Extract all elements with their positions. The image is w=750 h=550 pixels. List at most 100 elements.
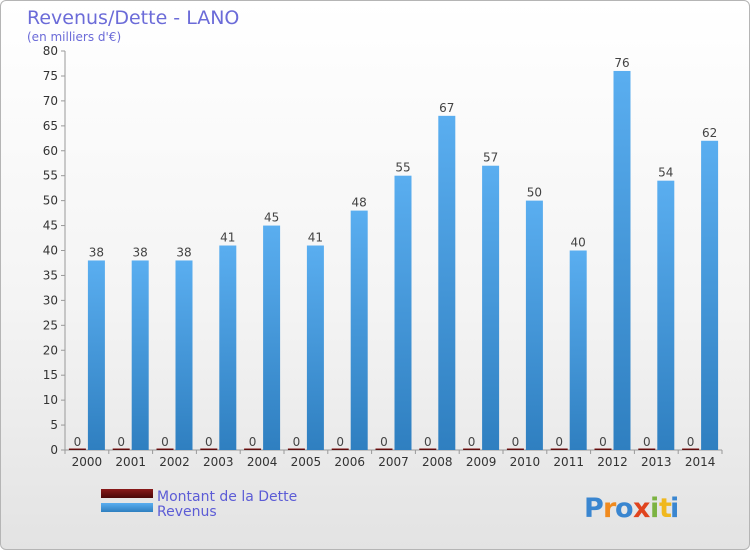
data-label-revenus: 41 bbox=[220, 231, 235, 245]
data-label-dette: 0 bbox=[380, 435, 388, 449]
y-tick-label: 40 bbox=[43, 244, 58, 258]
data-label-revenus: 76 bbox=[614, 56, 629, 70]
data-label-dette: 0 bbox=[205, 435, 213, 449]
x-tick-label: 2007 bbox=[378, 455, 409, 469]
bar-dette bbox=[638, 448, 656, 450]
legend-label-dette: Montant de la Dette bbox=[157, 489, 297, 505]
bar-dette bbox=[331, 448, 349, 450]
legend-swatch-dette bbox=[101, 489, 153, 498]
y-tick-label: 60 bbox=[43, 144, 58, 158]
legend-swatch-revenus bbox=[101, 503, 153, 512]
data-label-dette: 0 bbox=[117, 435, 125, 449]
data-label-revenus: 38 bbox=[176, 245, 191, 259]
y-tick-label: 30 bbox=[43, 293, 58, 307]
bar-revenus bbox=[394, 175, 412, 450]
data-label-dette: 0 bbox=[468, 435, 476, 449]
data-label-revenus: 57 bbox=[483, 151, 498, 165]
x-tick-label: 2011 bbox=[553, 455, 584, 469]
data-label-dette: 0 bbox=[555, 435, 563, 449]
logo-letter: i bbox=[650, 493, 659, 524]
bar-revenus bbox=[657, 180, 675, 451]
data-label-revenus: 48 bbox=[352, 196, 367, 210]
y-tick-label: 10 bbox=[43, 393, 58, 407]
x-tick-label: 2010 bbox=[510, 455, 541, 469]
logo-letter: i bbox=[670, 493, 679, 524]
x-tick-label: 2002 bbox=[159, 455, 190, 469]
x-tick-label: 2003 bbox=[203, 455, 234, 469]
bar-dette bbox=[200, 448, 218, 450]
x-tick-label: 2000 bbox=[72, 455, 103, 469]
bar-dette bbox=[156, 448, 174, 450]
bar-revenus bbox=[263, 225, 281, 450]
bar-dette bbox=[682, 448, 700, 450]
data-label-dette: 0 bbox=[424, 435, 432, 449]
data-label-revenus: 40 bbox=[571, 236, 586, 250]
chart-title: Revenus/Dette - LANO bbox=[27, 7, 239, 29]
x-tick-label: 2005 bbox=[291, 455, 322, 469]
data-label-dette: 0 bbox=[512, 435, 520, 449]
data-label-dette: 0 bbox=[599, 435, 607, 449]
bar-revenus bbox=[87, 260, 105, 450]
bar-dette bbox=[506, 448, 524, 450]
data-label-dette: 0 bbox=[74, 435, 82, 449]
bar-revenus bbox=[613, 70, 631, 450]
bar-dette bbox=[550, 448, 568, 450]
data-label-dette: 0 bbox=[687, 435, 695, 449]
bar-revenus bbox=[569, 250, 587, 450]
bar-dette bbox=[375, 448, 393, 450]
data-label-dette: 0 bbox=[643, 435, 651, 449]
logo-letter: P bbox=[584, 493, 604, 524]
bar-revenus bbox=[350, 210, 368, 450]
data-label-revenus: 67 bbox=[439, 101, 454, 115]
data-label-revenus: 41 bbox=[308, 231, 323, 245]
x-tick-label: 2008 bbox=[422, 455, 453, 469]
x-tick-label: 2004 bbox=[247, 455, 278, 469]
data-label-dette: 0 bbox=[336, 435, 344, 449]
x-tick-label: 2006 bbox=[334, 455, 365, 469]
logo-letter: o bbox=[615, 493, 634, 524]
y-tick-label: 55 bbox=[43, 169, 58, 183]
y-tick-label: 5 bbox=[50, 418, 58, 432]
legend-label-revenus: Revenus bbox=[157, 504, 217, 520]
bar-dette bbox=[244, 448, 262, 450]
bar-revenus bbox=[438, 115, 456, 451]
data-label-revenus: 50 bbox=[527, 186, 542, 200]
bar-dette bbox=[68, 448, 86, 450]
x-tick-label: 2001 bbox=[115, 455, 146, 469]
data-label-dette: 0 bbox=[161, 435, 169, 449]
bar-dette bbox=[419, 448, 437, 450]
bar-revenus bbox=[131, 260, 149, 450]
data-label-dette: 0 bbox=[249, 435, 257, 449]
bar-dette bbox=[112, 448, 130, 450]
x-tick-label: 2009 bbox=[466, 455, 497, 469]
y-tick-label: 45 bbox=[43, 219, 58, 233]
logo-letter: t bbox=[659, 493, 672, 524]
data-label-revenus: 55 bbox=[395, 161, 410, 175]
y-tick-label: 20 bbox=[43, 343, 58, 357]
y-tick-label: 35 bbox=[43, 268, 58, 282]
data-label-revenus: 45 bbox=[264, 211, 279, 225]
logo-letter: x bbox=[633, 493, 650, 524]
bar-revenus bbox=[482, 165, 500, 450]
plot-area: 0 5 10 15 20 25 30 35 40 45 50 55 60 65 70 75 80 0 38 2000 0… bbox=[43, 44, 723, 469]
data-label-revenus: 38 bbox=[133, 245, 148, 259]
data-label-revenus: 62 bbox=[702, 126, 717, 140]
bar-revenus bbox=[306, 245, 324, 450]
data-label-revenus: 54 bbox=[658, 166, 673, 180]
bar-revenus bbox=[175, 260, 193, 450]
bar-revenus bbox=[701, 140, 719, 450]
y-tick-label: 80 bbox=[43, 44, 58, 58]
data-label-revenus: 38 bbox=[89, 245, 104, 259]
y-tick-label: 15 bbox=[43, 368, 58, 382]
y-tick-label: 50 bbox=[43, 194, 58, 208]
data-label-dette: 0 bbox=[293, 435, 301, 449]
bar-dette bbox=[594, 448, 612, 450]
y-tick-label: 70 bbox=[43, 94, 58, 108]
bar-revenus bbox=[219, 245, 237, 450]
y-tick-label: 65 bbox=[43, 119, 58, 133]
y-tick-label: 25 bbox=[43, 318, 58, 332]
y-tick-label: 75 bbox=[43, 69, 58, 83]
